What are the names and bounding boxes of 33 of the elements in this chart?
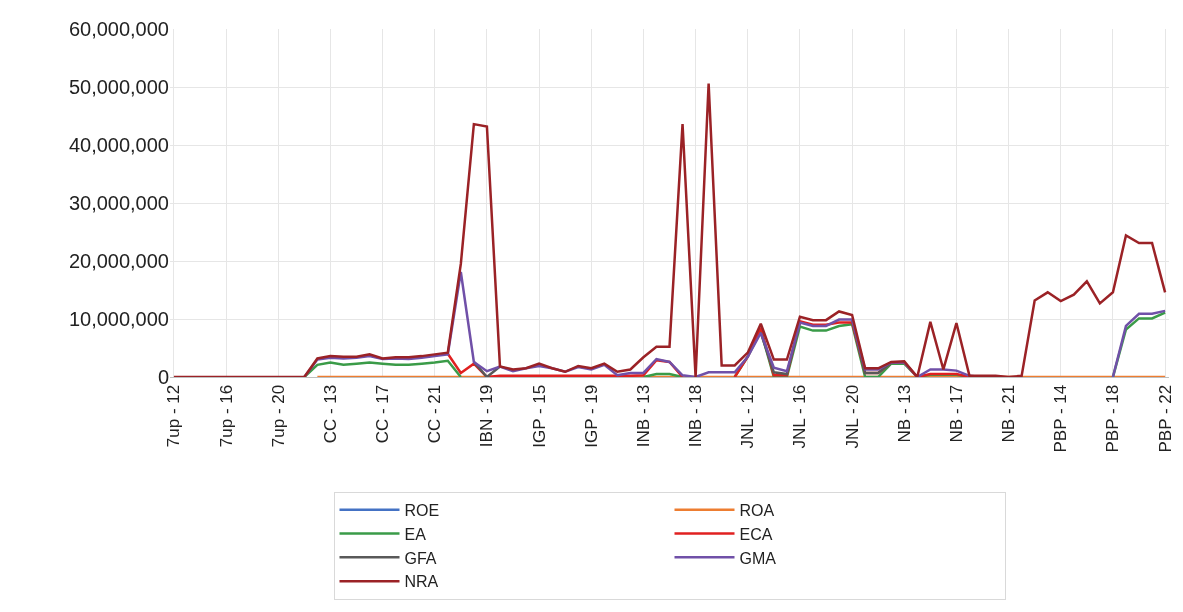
x-tick-label: PBP - 14 <box>1051 384 1071 453</box>
x-tick-label: CC - 13 <box>320 384 340 444</box>
x-tick-label: INB - 18 <box>686 384 706 448</box>
x-tick-label: 7up - 16 <box>216 384 236 448</box>
legend-label: ROA <box>739 501 775 519</box>
x-tick-label: CC - 21 <box>425 384 445 444</box>
x-tick-label: PBP - 22 <box>1155 384 1175 453</box>
x-tick-label: NB - 17 <box>946 384 966 443</box>
legend-label: GMA <box>739 549 777 567</box>
legend-label: ECA <box>739 525 773 543</box>
y-tick-label: 60,000,000 <box>68 18 169 40</box>
legend-label: EA <box>404 525 427 543</box>
y-tick-label: 50,000,000 <box>68 76 169 98</box>
y-tick-label: 10,000,000 <box>68 308 169 330</box>
x-tick-label: 7up - 20 <box>268 384 288 448</box>
legend-label: ROE <box>404 501 440 519</box>
y-tick-label: 20,000,000 <box>68 250 169 272</box>
x-tick-label: NB - 21 <box>999 384 1019 443</box>
x-tick-label: CC - 17 <box>373 384 393 444</box>
x-tick-label: JNL - 20 <box>842 384 862 449</box>
x-tick-label: 7up - 12 <box>164 384 184 448</box>
x-tick-label: JNL - 16 <box>790 384 810 449</box>
x-tick-label: INB - 13 <box>633 384 653 448</box>
legend-label: GFA <box>404 549 437 567</box>
x-tick-label: JNL - 12 <box>738 384 758 449</box>
x-tick-label: IBN - 19 <box>477 384 497 448</box>
x-tick-label: NB - 13 <box>894 384 914 443</box>
x-tick-label: IGP - 15 <box>529 384 549 448</box>
y-tick-label: 30,000,000 <box>68 192 169 214</box>
y-tick-label: 40,000,000 <box>68 134 169 156</box>
legend-label: NRA <box>404 573 439 591</box>
x-tick-label: PBP - 18 <box>1103 384 1123 453</box>
x-tick-label: IGP - 19 <box>581 384 601 448</box>
